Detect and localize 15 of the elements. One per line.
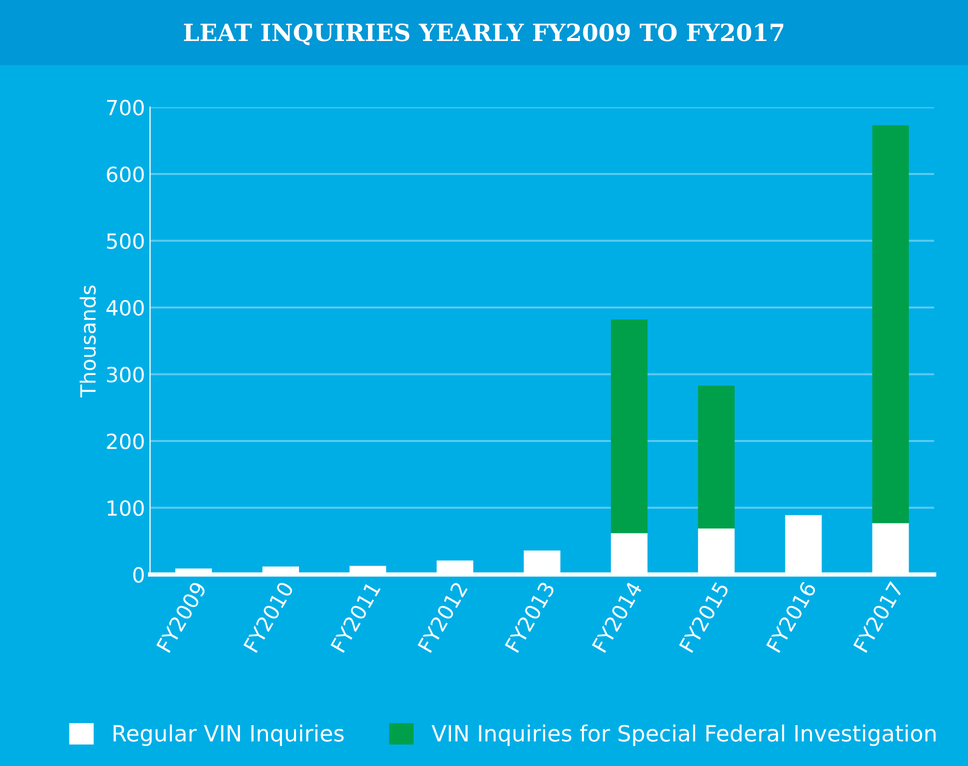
y-tick-label: 400	[106, 300, 144, 316]
y-tick-label: 500	[107, 233, 144, 249]
y-axis-title: Thousands	[80, 285, 96, 398]
y-tick-label: 100	[108, 500, 144, 516]
bar	[872, 125, 909, 524]
y-tick-label: 300	[107, 366, 144, 382]
y-tick-label: 600	[106, 166, 144, 182]
chart-title: LEAT INQUIRIES YEARLY FY2009 TO FY2017	[184, 23, 784, 46]
bar	[698, 386, 735, 528]
bar	[610, 320, 648, 534]
legend-label: VIN Inquiries for Special Federal Investigation	[432, 724, 936, 746]
y-tick-label: 700	[107, 100, 144, 116]
y-tick-label: 0	[133, 566, 144, 583]
legend-label: Regular VIN Inquiries	[114, 724, 344, 746]
y-tick-label: 200	[106, 433, 144, 450]
